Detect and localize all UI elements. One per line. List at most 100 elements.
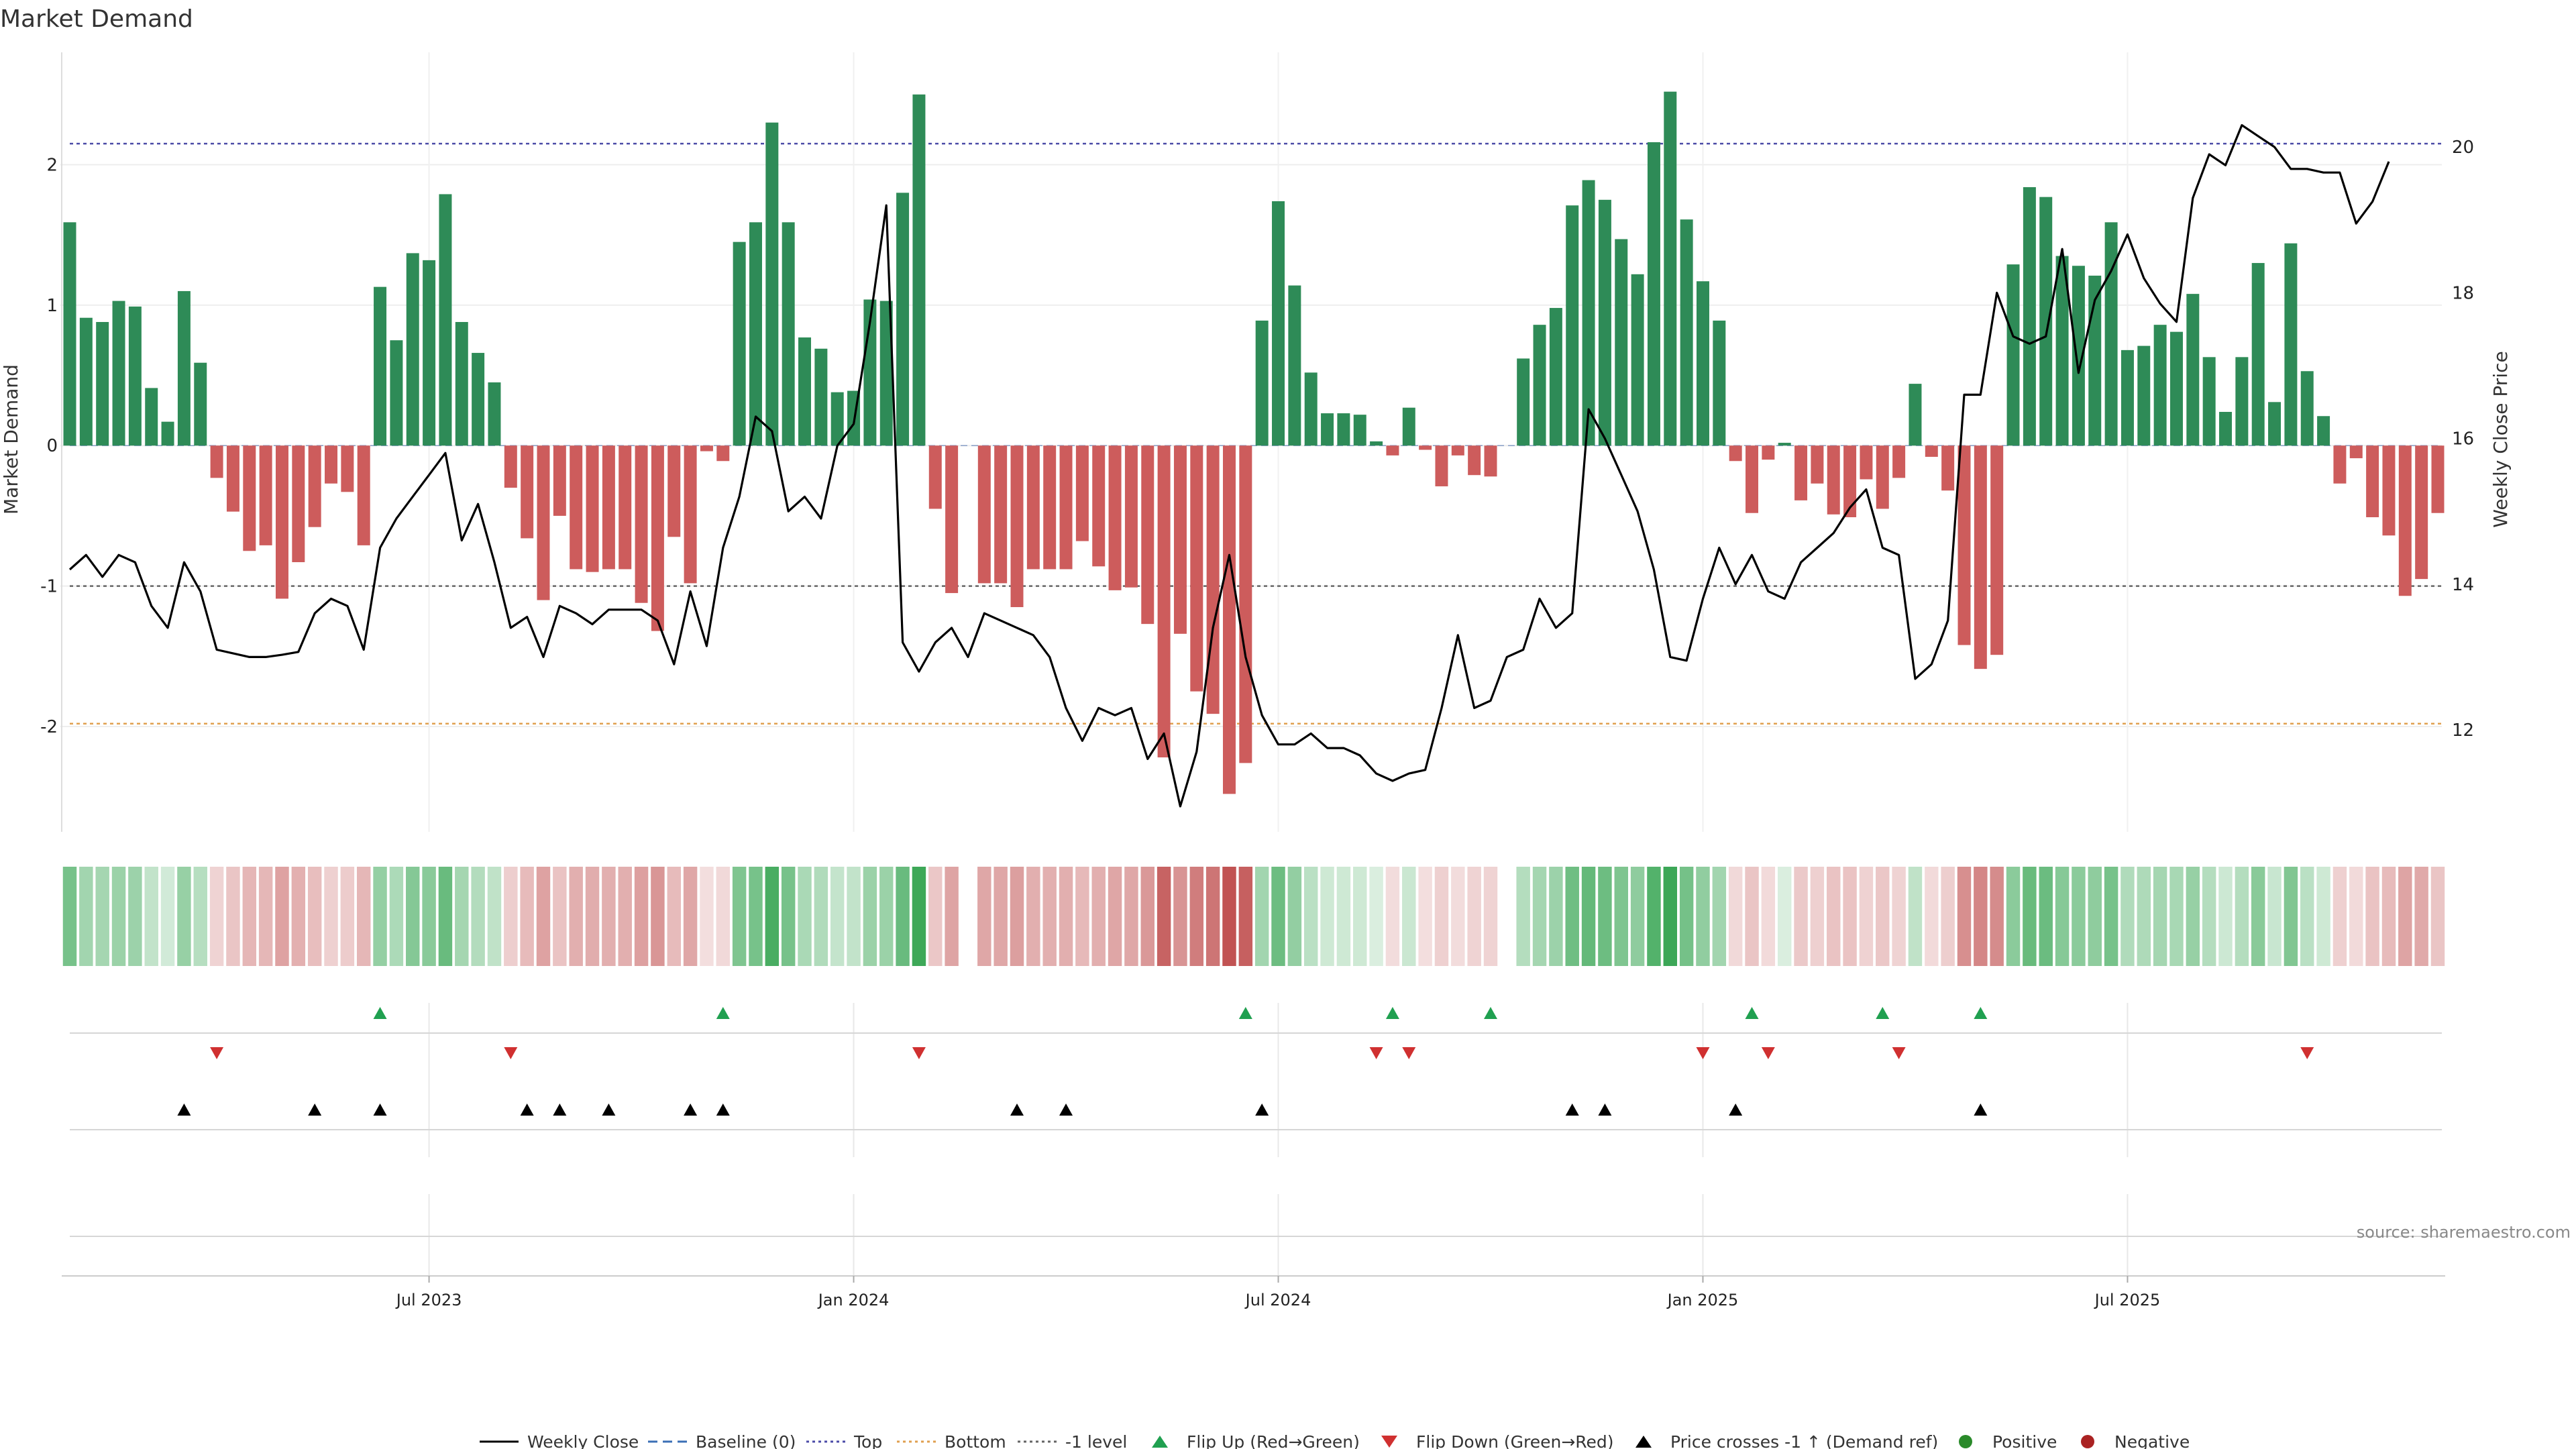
heat-cell-positive (2169, 867, 2184, 966)
demand-bar-negative (1729, 445, 1742, 462)
heat-cell-positive (487, 867, 502, 966)
price-cross-marker (373, 1104, 387, 1116)
demand-bar-positive (2153, 325, 2167, 446)
heat-cell-negative (2414, 867, 2428, 966)
heat-cell-positive (1696, 867, 1710, 966)
legend-positive-swatch (1959, 1435, 1972, 1448)
y-tick-label: 2 (46, 155, 58, 175)
heat-cell-positive (2121, 867, 2135, 966)
heat-cell-positive (2137, 867, 2151, 966)
heat-cell-negative (716, 867, 731, 966)
heat-cell-positive (2316, 867, 2330, 966)
price-cross-marker (1729, 1104, 1743, 1116)
demand-bar-positive (2219, 411, 2233, 446)
demand-bar-negative (1762, 445, 1775, 460)
legend-positive-label: Positive (1992, 1432, 2057, 1449)
heat-cell-positive (1353, 867, 1367, 966)
y-tick-label: -1 (40, 577, 58, 597)
demand-bar-positive (488, 382, 501, 446)
heat-cell-negative (324, 867, 338, 966)
heat-cell-positive (95, 867, 109, 966)
heat-cell-negative (553, 867, 567, 966)
flip-up-marker (1385, 1007, 1399, 1019)
flip-down-marker (1696, 1047, 1710, 1059)
heat-cell-positive (1581, 867, 1596, 966)
y-tick-label: 1 (46, 296, 58, 316)
legend-bottom-label: Bottom (945, 1432, 1006, 1449)
demand-bar-positive (194, 362, 207, 446)
price-cross-marker (1598, 1104, 1612, 1116)
heat-cell-positive (1663, 867, 1678, 966)
heat-cell-positive (1630, 867, 1645, 966)
demand-bar-negative (2333, 445, 2347, 484)
heat-cell-negative (226, 867, 240, 966)
heat-cell-negative (977, 867, 991, 966)
event-markers (70, 1007, 2442, 1237)
heat-cell-positive (830, 867, 845, 966)
heat-cell-negative (1434, 867, 1449, 966)
heat-cell-negative (1059, 867, 1073, 966)
demand-bar-negative (537, 445, 550, 600)
demand-bar-positive (2072, 266, 2085, 446)
demand-bar-positive (2317, 416, 2330, 446)
heat-cell-positive (732, 867, 747, 966)
demand-bar-positive (1549, 308, 1562, 446)
legend-top-label: Top (853, 1432, 882, 1449)
y2-tick-label: 16 (2452, 429, 2474, 449)
heat-cell-negative (602, 867, 616, 966)
heat-cell-negative (651, 867, 665, 966)
demand-bar-positive (1598, 199, 1611, 446)
heat-cell-negative (1925, 867, 1939, 966)
price-cross-marker (602, 1104, 616, 1116)
chart-title: Market Demand (0, 5, 193, 33)
price-cross-marker (684, 1104, 698, 1116)
heat-cell-negative (1124, 867, 1138, 966)
flip-down-marker (1892, 1047, 1906, 1059)
heat-cell-negative (275, 867, 289, 966)
heat-cell-negative (618, 867, 632, 966)
demand-bar-negative (553, 445, 566, 516)
demand-bar-negative (2431, 445, 2445, 513)
y2-tick-label: 18 (2452, 283, 2474, 303)
demand-bar-positive (439, 194, 452, 446)
heat-cell-negative (1745, 867, 1759, 966)
demand-bar-negative (259, 445, 272, 545)
demand-bar-positive (1713, 320, 1726, 446)
heat-cell-positive (2023, 867, 2037, 966)
demand-bar-negative (1892, 445, 1906, 478)
heat-cell-positive (1532, 867, 1547, 966)
heat-cell-negative (2349, 867, 2363, 966)
x-tick-label: Jul 2024 (1244, 1291, 1311, 1309)
heat-cell-positive (1549, 867, 1563, 966)
heat-cell-negative (928, 867, 943, 966)
heat-cell-positive (406, 867, 420, 966)
demand-bar-positive (63, 222, 76, 446)
demand-bar-negative (700, 445, 713, 451)
heat-cell-negative (1810, 867, 1825, 966)
demand-bar-negative (1075, 445, 1089, 541)
demand-bar-positive (2268, 402, 2282, 446)
demand-bar-positive (2251, 263, 2265, 446)
price-cross-marker (177, 1104, 191, 1116)
heat-cell-positive (765, 867, 780, 966)
demand-bar-positive (879, 301, 893, 446)
flip-up-marker (1238, 1007, 1252, 1019)
demand-bar-positive (912, 94, 926, 446)
price-cross-marker (520, 1104, 534, 1116)
heat-cell-positive (863, 867, 877, 966)
demand-bar-negative (341, 445, 354, 492)
heat-cell-positive (2202, 867, 2216, 966)
heat-cell-positive (389, 867, 404, 966)
heat-cell-positive (1679, 867, 1694, 966)
heat-cell-negative (209, 867, 224, 966)
heat-cell-negative (1794, 867, 1808, 966)
demand-bar-negative (210, 445, 223, 478)
demand-bar-positive (765, 122, 779, 446)
demand-bar-positive (1517, 358, 1530, 446)
legend-baseline-label: Baseline (0) (696, 1432, 796, 1449)
demand-bar-positive (1370, 441, 1383, 446)
x-tick-label: Jul 2023 (395, 1291, 462, 1309)
heat-cell-positive (2039, 867, 2053, 966)
heat-cell-negative (945, 867, 959, 966)
demand-bar-positive (112, 301, 125, 446)
